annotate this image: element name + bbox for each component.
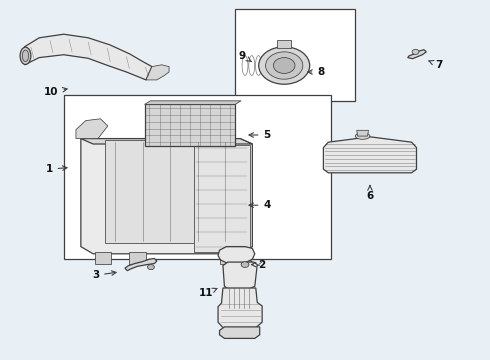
Circle shape <box>273 58 295 73</box>
Ellipse shape <box>23 50 28 62</box>
Polygon shape <box>218 247 255 263</box>
Circle shape <box>259 47 310 84</box>
Circle shape <box>266 52 303 79</box>
Polygon shape <box>408 50 426 59</box>
Polygon shape <box>81 139 252 254</box>
Circle shape <box>241 262 249 267</box>
Text: 8: 8 <box>308 67 324 77</box>
FancyBboxPatch shape <box>277 40 291 48</box>
Ellipse shape <box>355 133 370 139</box>
FancyBboxPatch shape <box>220 252 236 264</box>
Polygon shape <box>24 34 152 80</box>
Circle shape <box>412 49 419 54</box>
Text: 5: 5 <box>249 130 270 140</box>
FancyBboxPatch shape <box>145 104 235 146</box>
Text: 6: 6 <box>367 185 373 201</box>
FancyBboxPatch shape <box>129 252 146 264</box>
Polygon shape <box>194 145 250 252</box>
Ellipse shape <box>20 47 31 64</box>
Polygon shape <box>357 130 368 136</box>
Polygon shape <box>323 137 416 173</box>
Polygon shape <box>223 262 257 290</box>
Text: 11: 11 <box>198 288 217 298</box>
FancyBboxPatch shape <box>64 95 331 259</box>
FancyBboxPatch shape <box>95 252 111 264</box>
Polygon shape <box>105 140 230 243</box>
Text: 9: 9 <box>239 51 251 62</box>
Text: 3: 3 <box>92 270 116 280</box>
FancyBboxPatch shape <box>235 9 355 101</box>
Circle shape <box>147 265 154 270</box>
Polygon shape <box>145 101 241 104</box>
Polygon shape <box>220 327 260 338</box>
Text: 1: 1 <box>46 164 67 174</box>
Polygon shape <box>146 65 169 80</box>
Polygon shape <box>125 258 157 271</box>
Text: 7: 7 <box>429 60 442 70</box>
Text: 2: 2 <box>251 260 266 270</box>
Circle shape <box>237 259 253 270</box>
Polygon shape <box>76 119 108 139</box>
Polygon shape <box>81 139 252 144</box>
Text: 4: 4 <box>249 200 271 210</box>
Polygon shape <box>218 288 262 328</box>
Text: 10: 10 <box>44 87 67 97</box>
